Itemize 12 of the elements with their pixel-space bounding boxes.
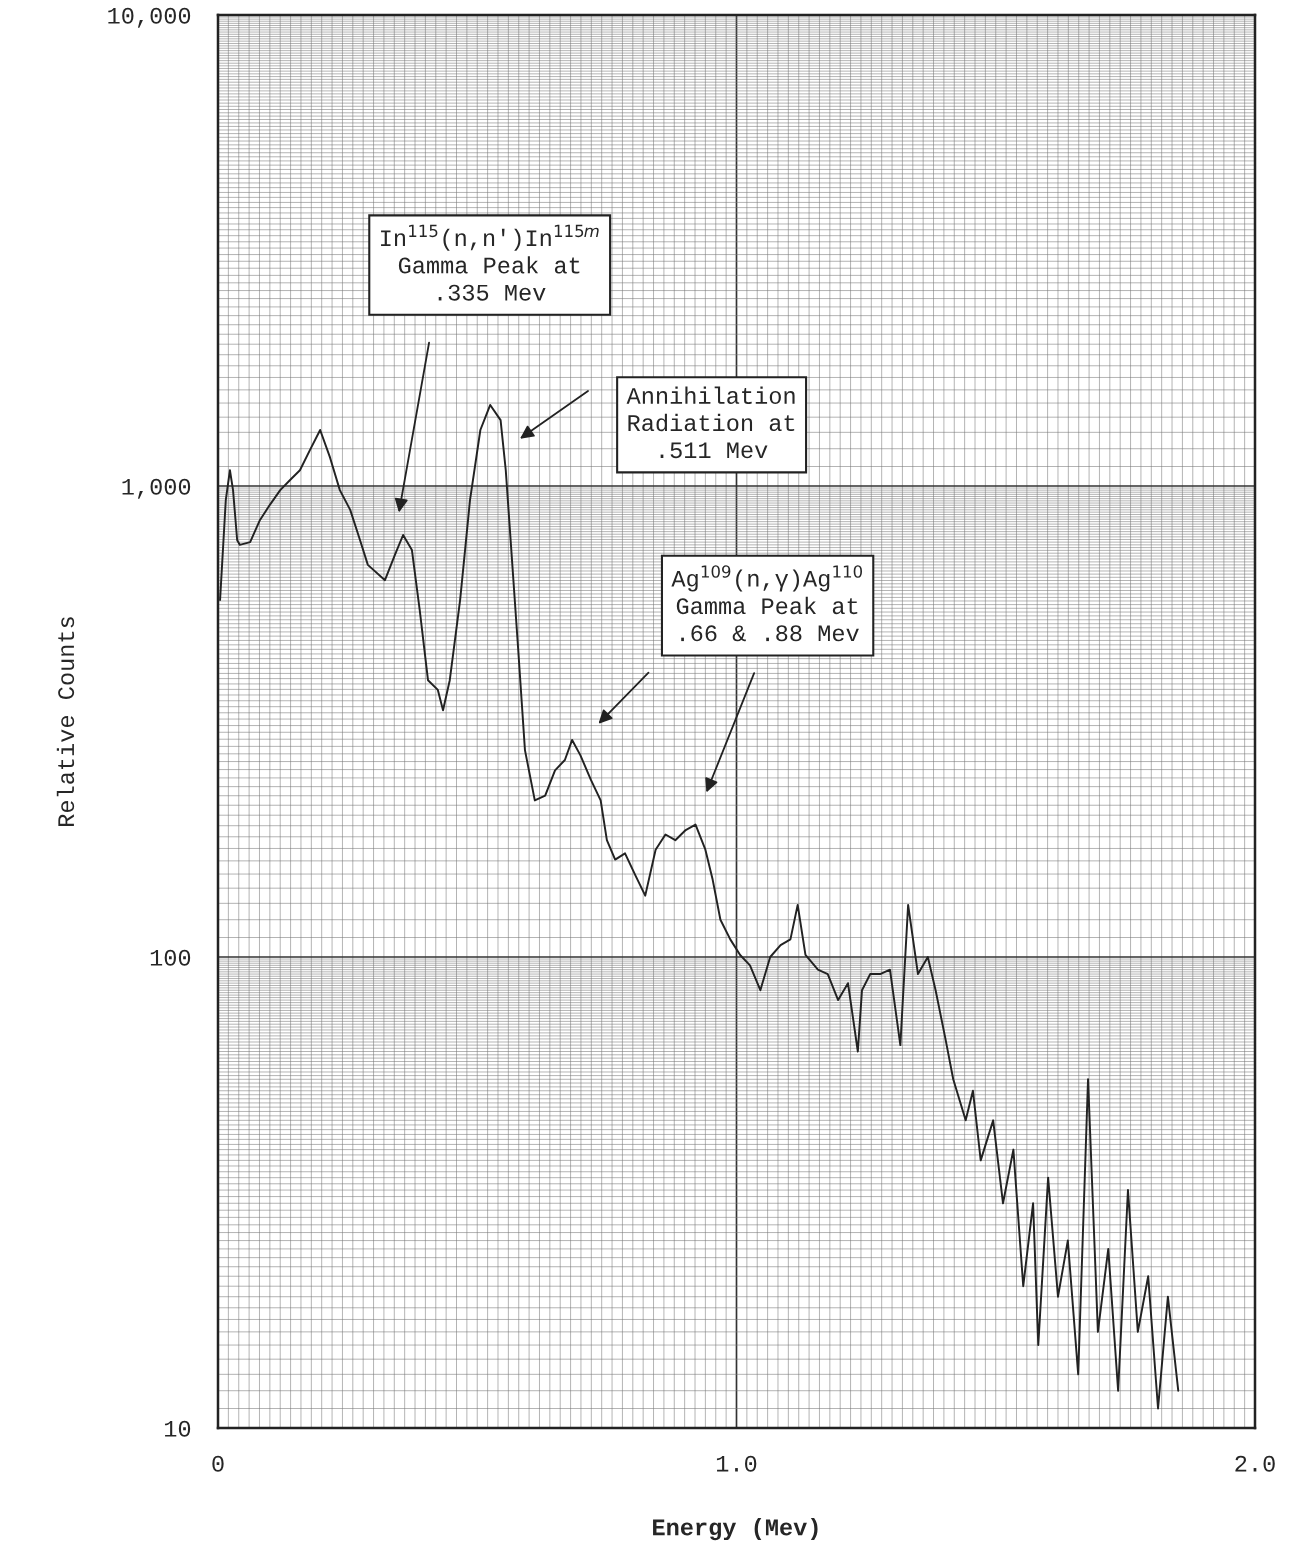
annotation: Annihilation Radiation at .511 Mev: [626, 386, 795, 459]
annotation: Ag$^{109}$(n,γ)Ag$^{110}$ Gamma Peak at .66 & .88 Mev: [671, 565, 863, 642]
x-tick-label: 0: [212, 1455, 224, 1472]
x-tick-label: 2.0: [1235, 1455, 1275, 1472]
x-tick-label: 1.0: [716, 1455, 757, 1472]
y-tick-label: 10: [164, 1420, 191, 1437]
y-tick-label: 100: [150, 949, 191, 966]
y-tick-label: 10,000: [108, 7, 191, 28]
annotation: In$^{115}$(n,n')In$^{115m}$ Gamma Peak at .335 Mev: [381, 224, 599, 301]
y-axis-title: Relative Counts: [56, 617, 75, 826]
x-axis-title: Energy (Mev): [653, 1518, 818, 1541]
y-tick-label: 1,000: [122, 478, 191, 499]
